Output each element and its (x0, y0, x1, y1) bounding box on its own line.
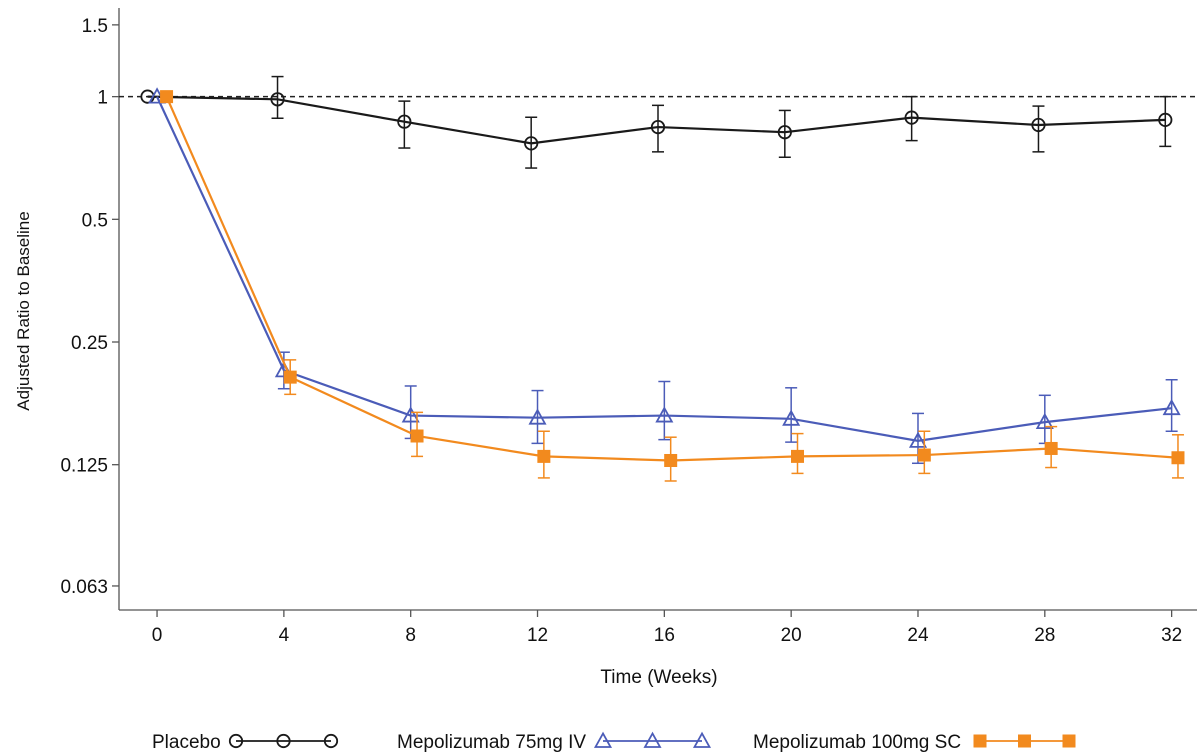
data-point (283, 370, 297, 384)
data-point (401, 406, 420, 423)
legend-item-1: Mepolizumab 75mg IV (397, 731, 712, 752)
series-0 (140, 75, 1173, 169)
data-point (791, 449, 805, 463)
legend-label: Mepolizumab 100mg SC (753, 732, 961, 752)
x-tick-label: 16 (654, 625, 675, 646)
data-point (397, 114, 412, 129)
data-point (537, 449, 551, 463)
x-tick-label: 8 (405, 625, 416, 646)
legend-label: Placebo (152, 732, 221, 752)
series-2 (160, 90, 1185, 482)
x-axis-title: Time (Weeks) (600, 667, 717, 688)
y-tick-label: 0.25 (71, 333, 108, 354)
x-tick-label: 12 (527, 625, 548, 646)
data-point (160, 90, 174, 104)
data-point (650, 119, 666, 135)
data-point (410, 429, 424, 443)
x-tick-label: 4 (279, 625, 290, 646)
legend-marker (323, 733, 339, 749)
data-point (655, 406, 674, 423)
legend-item-2: Mepolizumab 100mg SC (753, 732, 1076, 752)
data-point (1171, 451, 1185, 465)
data-point (1158, 112, 1173, 127)
data-point (1162, 398, 1181, 416)
legend-marker (1018, 734, 1031, 748)
x-tick-label: 28 (1034, 625, 1055, 646)
data-point (1044, 441, 1058, 455)
data-point (904, 110, 919, 125)
data-point (528, 408, 547, 425)
series-line (156, 96, 1172, 442)
legend-marker (973, 734, 987, 748)
data-point (908, 431, 928, 448)
x-tick-label: 0 (152, 625, 163, 646)
legend-marker (593, 731, 613, 748)
legend-marker (692, 731, 712, 748)
data-point (777, 125, 792, 140)
series-layer (140, 75, 1185, 482)
y-tick-label: 0.063 (60, 577, 108, 598)
series-line (147, 95, 1166, 145)
data-point (917, 448, 931, 462)
data-point (664, 453, 678, 467)
legend-item-0: Placebo (152, 732, 339, 752)
legend-marker (643, 731, 662, 748)
y-axis-title: Adjusted Ratio to Baseline (14, 211, 33, 410)
data-point (1035, 412, 1054, 430)
y-tick-label: 0.125 (60, 456, 108, 477)
y-axis: 0.063 0.125 0.25 0.5 1 1.5 (60, 16, 119, 598)
legend: Placebo Mepolizumab 75mg IV Mepolizumab 10… (152, 731, 1076, 752)
series-line (165, 96, 1179, 462)
legend-marker (1062, 734, 1076, 748)
data-point (1031, 117, 1046, 133)
x-tick-label: 32 (1161, 625, 1182, 646)
data-point (782, 409, 801, 426)
x-axis: 0 4 8 12 16 20 24 28 32 (152, 610, 1182, 646)
legend-marker (228, 733, 244, 749)
legend-label: Mepolizumab 75mg IV (397, 732, 586, 752)
data-point (270, 92, 285, 107)
series-1 (148, 87, 1181, 465)
y-tick-label: 1.5 (82, 16, 108, 37)
y-tick-label: 1 (97, 88, 108, 109)
plot-frame (118, 8, 1197, 611)
x-tick-label: 24 (907, 625, 929, 646)
x-tick-label: 20 (781, 625, 802, 646)
data-point (524, 136, 539, 151)
legend-marker (276, 733, 291, 749)
y-tick-label: 0.5 (82, 210, 108, 231)
